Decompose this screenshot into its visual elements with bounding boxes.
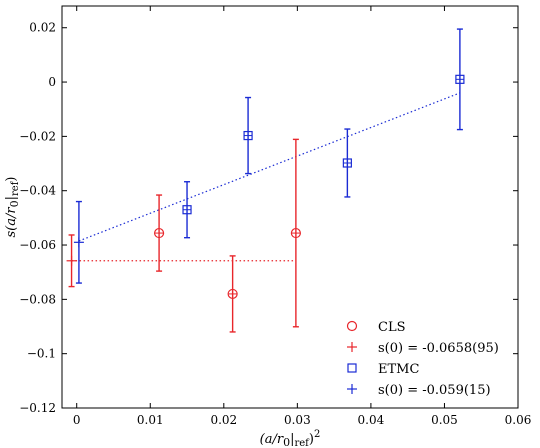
legend-etmc-marker xyxy=(347,363,357,373)
cls-marker xyxy=(227,288,238,300)
cls-marker xyxy=(153,227,165,239)
x-tick-label: 0.04 xyxy=(358,413,385,427)
y-tick-label: 0.02 xyxy=(29,21,56,35)
axis-ticks: 0 0.01 0.02 0.03 0.04 0.05 0.06 0.02 0 −0.02 −0.04… xyxy=(19,6,531,427)
x-tick-label: 0.01 xyxy=(137,413,164,427)
x-axis-label: (a/r0|ref)2 xyxy=(260,429,321,448)
x-tick-label: 0 xyxy=(73,413,81,427)
y-tick-label: 0 xyxy=(48,75,56,89)
x-tick-label: 0.02 xyxy=(210,413,237,427)
x-tick-label: 0.06 xyxy=(505,413,532,427)
s-0-0-059-15-fit-line xyxy=(78,92,461,242)
data-markers xyxy=(66,74,465,300)
legend-s-0-0-0658-95-label: s(0) = -0.0658(95) xyxy=(378,341,499,356)
plot-frame xyxy=(61,5,519,409)
y-tick-label: −0.02 xyxy=(19,129,56,143)
error-bars xyxy=(68,28,463,333)
legend-etmc-label: ETMC xyxy=(378,362,419,377)
y-axis-label: s(a/r0|ref) xyxy=(4,177,21,238)
legend: CLS s(0) = -0.0658(95) ETMC s(0) = -0.059(1… xyxy=(346,320,499,398)
x-tick-label: 0.03 xyxy=(284,413,311,427)
fit-lines xyxy=(71,92,461,262)
y-tick-label: −0.04 xyxy=(19,184,56,198)
x-tick-label: 0.05 xyxy=(431,413,458,427)
y-tick-label: −0.12 xyxy=(19,401,56,415)
legend-cls-marker xyxy=(346,320,358,332)
legend-s-0-0-059-15-label: s(0) = -0.059(15) xyxy=(378,383,491,398)
y-tick-label: −0.08 xyxy=(19,292,56,306)
legend-cls-label: CLS xyxy=(378,320,406,335)
y-tick-label: −0.06 xyxy=(19,238,56,252)
cls-marker xyxy=(290,227,301,239)
y-tick-label: −0.1 xyxy=(27,347,56,361)
